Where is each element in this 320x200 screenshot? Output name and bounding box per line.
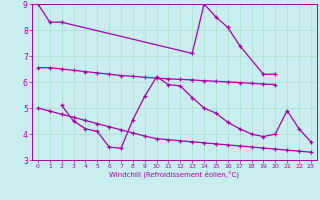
X-axis label: Windchill (Refroidissement éolien,°C): Windchill (Refroidissement éolien,°C) — [109, 171, 239, 178]
